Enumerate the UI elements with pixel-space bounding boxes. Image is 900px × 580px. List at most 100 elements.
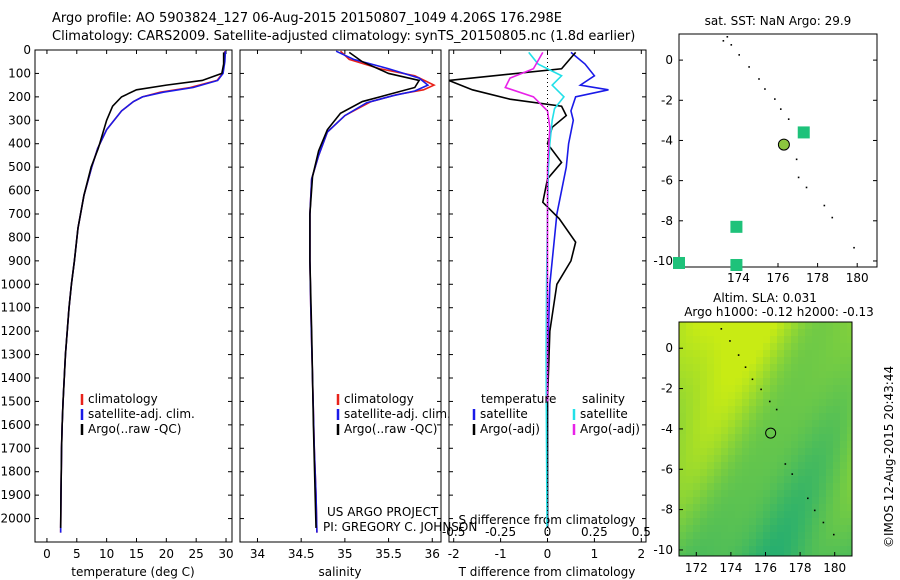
sla-cell bbox=[742, 490, 749, 497]
sla-cell bbox=[728, 420, 735, 427]
sla-cell bbox=[805, 336, 812, 343]
sla-cell bbox=[833, 483, 840, 490]
sla-cell bbox=[714, 336, 721, 343]
temp-ytick-label: 1600 bbox=[0, 418, 31, 432]
sla-cell bbox=[707, 469, 714, 476]
sla-cell bbox=[721, 483, 728, 490]
sla-cell bbox=[742, 497, 749, 504]
sla-cell bbox=[805, 371, 812, 378]
sla-cell bbox=[812, 329, 819, 336]
sla-cell bbox=[770, 385, 777, 392]
sla-cell bbox=[686, 392, 693, 399]
sla-ytick-label: 0 bbox=[665, 341, 673, 355]
sla-cell bbox=[777, 532, 784, 539]
sla-cell bbox=[721, 448, 728, 455]
sla-cell bbox=[735, 511, 742, 518]
sla-cell bbox=[777, 483, 784, 490]
sla-cell bbox=[721, 525, 728, 532]
sla-cell bbox=[756, 399, 763, 406]
sla-cell bbox=[770, 364, 777, 371]
island-dot bbox=[737, 354, 740, 356]
sla-cell bbox=[847, 448, 852, 455]
legend-label: climatology bbox=[344, 392, 414, 406]
sla-cell bbox=[812, 427, 819, 434]
sla-cell bbox=[693, 378, 700, 385]
sla-cell bbox=[742, 532, 749, 539]
sla-cell bbox=[805, 525, 812, 532]
sla-cell bbox=[735, 385, 742, 392]
sla-cell bbox=[847, 553, 852, 556]
sla-cell bbox=[770, 553, 777, 556]
sla-cell bbox=[791, 336, 798, 343]
sla-cell bbox=[833, 392, 840, 399]
sla-cell bbox=[777, 336, 784, 343]
sla-cell bbox=[826, 378, 833, 385]
sla-cell bbox=[749, 497, 756, 504]
sla-cell bbox=[798, 427, 805, 434]
sla-cell bbox=[686, 385, 693, 392]
sla-cell bbox=[826, 448, 833, 455]
sla-cell bbox=[679, 518, 686, 525]
sla-cell bbox=[784, 364, 791, 371]
sla-cell bbox=[833, 406, 840, 413]
sla-cell bbox=[840, 532, 847, 539]
sla-cell bbox=[679, 483, 686, 490]
sal-xtick-label: 36 bbox=[425, 547, 440, 561]
sla-cell bbox=[819, 497, 826, 504]
sla-cell bbox=[819, 427, 826, 434]
sla-cell bbox=[819, 357, 826, 364]
diff-x2tick-label: 0 bbox=[544, 525, 552, 539]
sst-ytick-label: -10 bbox=[653, 254, 673, 268]
sla-cell bbox=[770, 441, 777, 448]
sla-cell bbox=[847, 441, 852, 448]
sla-cell bbox=[763, 350, 770, 357]
sla-cell bbox=[805, 511, 812, 518]
salinity-panel: salinity 34 34.5 35 35.5 36 climatologysatell… bbox=[239, 49, 451, 579]
sla-cell bbox=[812, 413, 819, 420]
sla-cell bbox=[840, 378, 847, 385]
sla-cell bbox=[749, 371, 756, 378]
sla-cell bbox=[763, 378, 770, 385]
sla-cell bbox=[826, 427, 833, 434]
sla-cell bbox=[714, 553, 721, 556]
sla-cell bbox=[693, 413, 700, 420]
sst-box-marker bbox=[673, 256, 685, 269]
sla-cell bbox=[812, 539, 819, 546]
sla-cell bbox=[686, 371, 693, 378]
sla-cell bbox=[805, 364, 812, 371]
sla-cell bbox=[714, 455, 721, 462]
sla-cell bbox=[749, 406, 756, 413]
sla-cell bbox=[721, 469, 728, 476]
sla-cell bbox=[700, 525, 707, 532]
sla-cell bbox=[763, 553, 770, 556]
sla-cell bbox=[791, 434, 798, 441]
sla-cell bbox=[777, 371, 784, 378]
sla-cell bbox=[791, 553, 798, 556]
sla-cell bbox=[791, 371, 798, 378]
sla-cell bbox=[819, 553, 826, 556]
sla-cell bbox=[700, 539, 707, 546]
sla-cell bbox=[700, 357, 707, 364]
sla-cell bbox=[805, 532, 812, 539]
sla-cell bbox=[840, 413, 847, 420]
sla-cell bbox=[798, 406, 805, 413]
sla-cell bbox=[847, 476, 852, 483]
sla-cell bbox=[819, 469, 826, 476]
sla-cell bbox=[777, 406, 784, 413]
sla-cell bbox=[805, 441, 812, 448]
sla-cell bbox=[763, 532, 770, 539]
temp-ytick-label: 500 bbox=[8, 160, 31, 174]
sla-cell bbox=[735, 322, 742, 329]
sla-cell bbox=[721, 462, 728, 469]
sla-cell bbox=[840, 490, 847, 497]
sla-cell bbox=[847, 413, 852, 420]
sla-cell bbox=[840, 448, 847, 455]
sla-map-panel: Altim. SLA: 0.031 Argo h1000: -0.12 h200… bbox=[653, 291, 873, 575]
island-dot bbox=[775, 408, 778, 411]
sla-cell bbox=[686, 413, 693, 420]
sla-cell bbox=[819, 490, 826, 497]
sla-cell bbox=[735, 483, 742, 490]
sla-cell bbox=[819, 462, 826, 469]
sla-cell bbox=[798, 364, 805, 371]
sla-cell bbox=[784, 350, 791, 357]
